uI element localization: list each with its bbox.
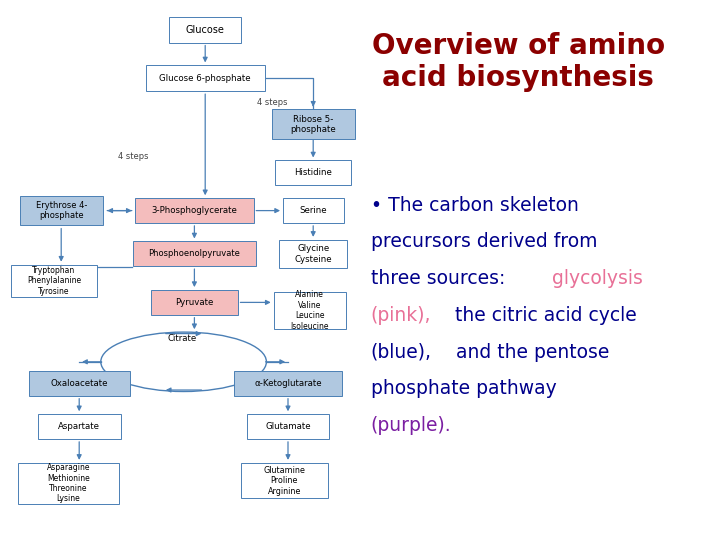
FancyBboxPatch shape xyxy=(169,17,241,43)
Text: Tryptophan
Phenylalanine
Tyrosine: Tryptophan Phenylalanine Tyrosine xyxy=(27,266,81,296)
Text: Histidine: Histidine xyxy=(294,168,332,177)
Text: and the pentose: and the pentose xyxy=(449,342,609,362)
Text: glycolysis: glycolysis xyxy=(552,269,643,288)
Text: Glucose 6-phosphate: Glucose 6-phosphate xyxy=(159,74,251,83)
Text: Serine: Serine xyxy=(300,206,327,215)
Text: • The carbon skeleton: • The carbon skeleton xyxy=(371,195,579,215)
Text: Asparagine
Methionine
Threonine
Lysine: Asparagine Methionine Threonine Lysine xyxy=(47,463,90,503)
FancyBboxPatch shape xyxy=(234,371,342,396)
FancyBboxPatch shape xyxy=(133,241,256,266)
Text: three sources:: three sources: xyxy=(371,269,511,288)
Text: Ribose 5-
phosphate: Ribose 5- phosphate xyxy=(290,114,336,134)
Text: Glucose: Glucose xyxy=(186,25,225,35)
Text: phosphate pathway: phosphate pathway xyxy=(371,379,557,399)
Text: the citric acid cycle: the citric acid cycle xyxy=(449,306,636,325)
FancyBboxPatch shape xyxy=(135,198,254,223)
FancyBboxPatch shape xyxy=(283,198,344,223)
Text: Aspartate: Aspartate xyxy=(58,422,100,431)
FancyBboxPatch shape xyxy=(274,292,346,329)
FancyBboxPatch shape xyxy=(145,65,265,91)
Text: Phosphoenolpyruvate: Phosphoenolpyruvate xyxy=(148,249,240,258)
Text: α-Ketoglutarate: α-Ketoglutarate xyxy=(254,379,322,388)
Text: Alanine
Valine
Leucine
Isoleucine: Alanine Valine Leucine Isoleucine xyxy=(290,291,329,330)
Text: Overview of amino
acid biosynthesis: Overview of amino acid biosynthesis xyxy=(372,32,665,92)
Text: (purple).: (purple). xyxy=(371,416,451,435)
FancyBboxPatch shape xyxy=(151,290,238,315)
Text: Glutamine
Proline
Arginine: Glutamine Proline Arginine xyxy=(264,465,305,496)
Text: Glutamate: Glutamate xyxy=(265,422,311,431)
FancyBboxPatch shape xyxy=(246,414,330,439)
Text: Glycine
Cysteine: Glycine Cysteine xyxy=(294,244,332,264)
Text: Citrate: Citrate xyxy=(168,334,197,343)
FancyBboxPatch shape xyxy=(272,109,355,139)
FancyBboxPatch shape xyxy=(279,240,348,268)
FancyBboxPatch shape xyxy=(20,195,103,226)
Text: Pyruvate: Pyruvate xyxy=(175,298,214,307)
FancyBboxPatch shape xyxy=(29,371,130,396)
Text: (pink),: (pink), xyxy=(371,306,431,325)
FancyBboxPatch shape xyxy=(275,160,351,185)
Text: 4 steps: 4 steps xyxy=(257,98,287,107)
Text: 4 steps: 4 steps xyxy=(118,152,148,161)
FancyBboxPatch shape xyxy=(241,463,328,498)
Text: (blue),: (blue), xyxy=(371,342,432,362)
FancyBboxPatch shape xyxy=(18,463,119,503)
Text: Erythrose 4-
phosphate: Erythrose 4- phosphate xyxy=(35,201,87,220)
FancyBboxPatch shape xyxy=(11,265,97,297)
FancyBboxPatch shape xyxy=(37,414,121,439)
Text: precursors derived from: precursors derived from xyxy=(371,232,598,252)
Text: Oxaloacetate: Oxaloacetate xyxy=(50,379,108,388)
Text: 3-Phosphoglycerate: 3-Phosphoglycerate xyxy=(151,206,238,215)
